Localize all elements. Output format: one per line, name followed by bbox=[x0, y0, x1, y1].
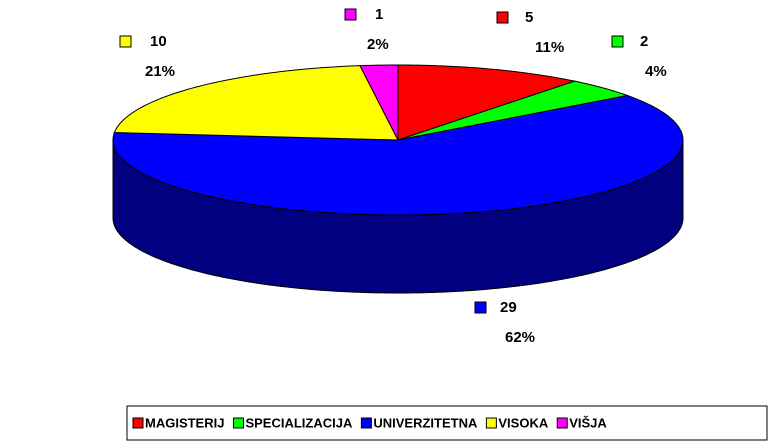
legend-label: UNIVERZITETNA bbox=[373, 415, 478, 430]
legend-swatch bbox=[232, 417, 244, 429]
legend-label: VIŠJA bbox=[569, 415, 607, 430]
pie-slice bbox=[359, 64, 399, 141]
data-label: 1 bbox=[375, 6, 383, 23]
percent-label: 21% bbox=[145, 63, 175, 80]
label-swatch bbox=[611, 35, 624, 48]
data-label: 2 bbox=[640, 33, 648, 50]
percent-label: 2% bbox=[367, 36, 389, 53]
legend-swatch bbox=[485, 417, 497, 429]
pie-slice bbox=[113, 65, 399, 141]
pie-slice bbox=[397, 80, 630, 141]
data-label: 10 bbox=[150, 33, 167, 50]
legend-swatch bbox=[556, 417, 568, 429]
label-swatch bbox=[496, 11, 509, 24]
label-swatch bbox=[474, 301, 487, 314]
percent-label: 4% bbox=[645, 63, 667, 80]
percent-label: 11% bbox=[535, 39, 564, 56]
legend-label: MAGISTERIJ bbox=[145, 415, 224, 430]
data-label: 29 bbox=[500, 299, 517, 316]
label-swatch bbox=[344, 8, 357, 21]
pie-slice bbox=[112, 94, 684, 216]
data-label: 5 bbox=[525, 9, 533, 26]
legend-label: SPECIALIZACIJA bbox=[245, 415, 353, 430]
label-swatch bbox=[119, 35, 132, 48]
legend-swatch bbox=[360, 417, 372, 429]
legend-label: VISOKA bbox=[498, 415, 548, 430]
percent-label: 62% bbox=[505, 329, 535, 346]
pie-slice bbox=[397, 64, 577, 141]
legend-swatch bbox=[132, 417, 144, 429]
